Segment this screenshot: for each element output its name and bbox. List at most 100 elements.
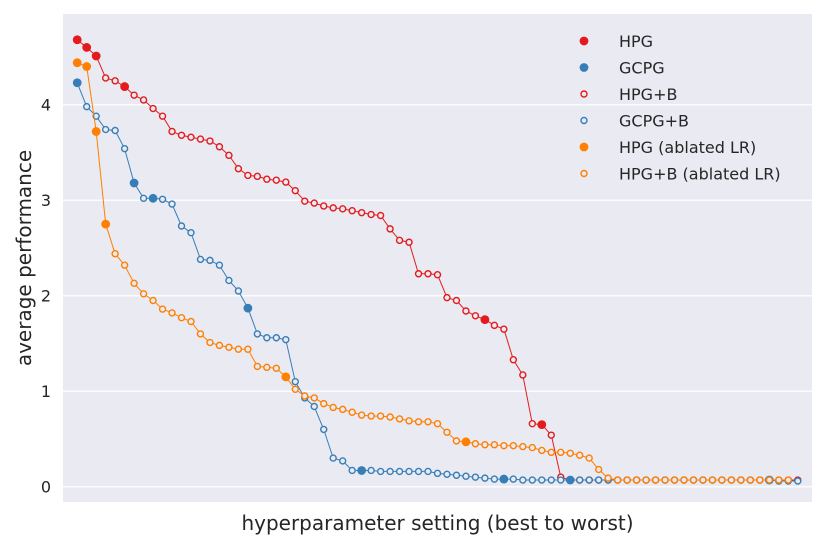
data-point [718,476,726,484]
grid-lines [63,104,812,488]
data-point [244,345,252,353]
data-point [281,372,291,382]
data-point [320,202,328,210]
data-point [272,176,281,184]
legend-label: GCPG [619,59,665,78]
data-point [234,345,243,353]
data-point [215,143,224,151]
legend-marker [580,169,588,178]
data-point [177,313,186,322]
data-point [357,411,366,419]
data-point [225,276,233,285]
data-point [187,228,195,237]
data-point [528,476,537,484]
data-point [565,475,575,485]
legend-label: HPG (ablated LR) [619,138,756,157]
data-point [234,165,243,173]
data-point [329,454,337,462]
data-point [168,127,176,136]
data-point [206,137,214,145]
data-point [139,96,148,104]
data-point [538,476,546,484]
data-point [500,325,508,333]
data-point [775,476,783,484]
data-point [72,78,82,88]
data-point [101,125,110,134]
data-point [405,238,413,246]
data-point [537,420,547,430]
data-point [632,476,641,484]
data-point [101,74,110,82]
series-layer [72,35,802,485]
data-point [471,312,480,320]
data-point [699,476,707,484]
plot-area [63,14,812,502]
series-2 [72,58,792,484]
data-point [244,171,252,180]
x-axis-label: hyperparameter setting (best to worst) [241,511,633,535]
legend-label: HPG+B (ablated LR) [619,165,781,184]
data-point [225,151,233,160]
data-point [490,475,499,483]
data-point [338,405,347,414]
data-point [509,356,518,364]
data-point [196,255,205,264]
data-point [557,476,565,484]
data-point [91,127,101,136]
legend: HPG GCPG HPG+B GCPG+B HPG (ablated LR) HPG+B … [579,32,781,184]
data-point [490,321,499,330]
data-point [519,476,527,484]
data-point [158,112,167,120]
data-point [367,466,375,475]
data-point [414,418,423,426]
data-point [490,441,499,449]
data-point [215,261,224,269]
data-point [206,338,214,347]
y-tick-labels: 0 1 2 3 4 [41,96,51,497]
data-point [443,470,451,479]
data-point [452,471,461,479]
data-point [291,385,299,394]
data-point [689,476,698,484]
data-point [414,270,423,278]
data-point [177,222,186,230]
data-point [433,271,442,279]
data-point [263,334,271,342]
data-point [756,476,764,484]
data-point [386,225,394,233]
data-point [576,476,584,484]
data-point [253,172,262,181]
data-point [310,199,318,207]
legend-marker [579,36,589,46]
data-point [480,315,490,324]
legend-label: HPG+B [619,85,677,104]
data-point [376,412,385,420]
data-point [680,476,688,484]
data-point [72,35,82,45]
data-point [395,415,404,423]
data-point [348,466,356,475]
data-point [585,476,593,484]
data-point [253,330,262,338]
data-point [395,467,404,476]
data-point [149,296,157,305]
data-point [139,194,148,203]
data-point [348,408,356,416]
data-point [82,43,92,52]
data-point [528,443,537,452]
data-point [557,448,565,457]
data-point [130,279,138,288]
data-point [272,334,281,342]
data-point [367,210,375,219]
data-point [196,330,205,338]
legend-marker [580,90,588,98]
data-point [272,364,281,373]
data-point [187,317,195,326]
data-point [320,425,328,434]
data-point [642,476,650,484]
data-point [301,392,309,400]
data-point [196,135,205,143]
data-point [253,362,262,371]
y-tick-label: 2 [41,287,51,306]
data-point [452,437,461,445]
